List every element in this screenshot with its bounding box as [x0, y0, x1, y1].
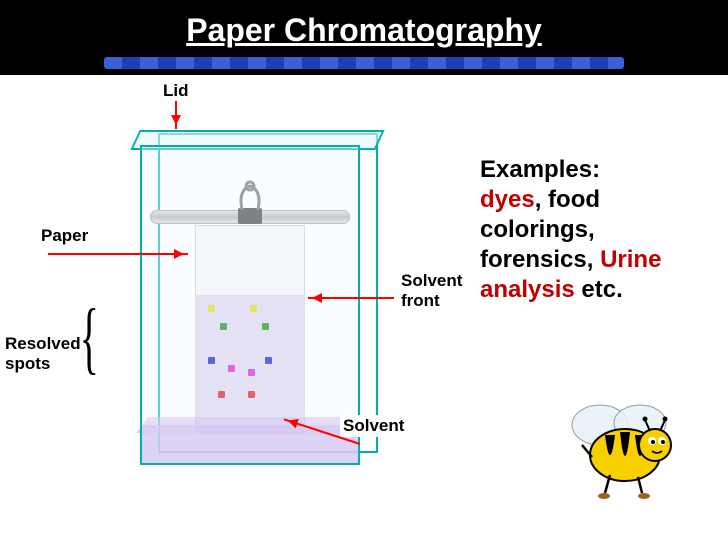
solvent-front-arrow — [308, 297, 394, 299]
container-front — [140, 145, 360, 465]
resolved-spots-label: Resolved spots — [2, 333, 84, 375]
examples-body: dyes, food colorings, forensics, Urine a… — [480, 186, 661, 303]
examples-text: Examples: dyes, food colorings, forensic… — [480, 155, 700, 305]
content-area: Lid Paper Resolved spots { Solvent front… — [0, 75, 728, 546]
title-divider — [104, 57, 624, 69]
solvent-label: Solvent — [340, 415, 407, 437]
lid-arrow — [175, 101, 177, 129]
paper-label: Paper — [38, 225, 91, 247]
bee-icon — [560, 375, 690, 505]
chromatography-diagram — [90, 105, 410, 505]
examples-heading: Examples: — [480, 156, 600, 183]
brace-icon: { — [80, 293, 99, 384]
lid-label: Lid — [160, 80, 192, 102]
solvent-front-label: Solvent front — [398, 270, 465, 312]
page-title: Paper Chromatography — [0, 0, 728, 49]
paper-arrow — [48, 253, 188, 255]
